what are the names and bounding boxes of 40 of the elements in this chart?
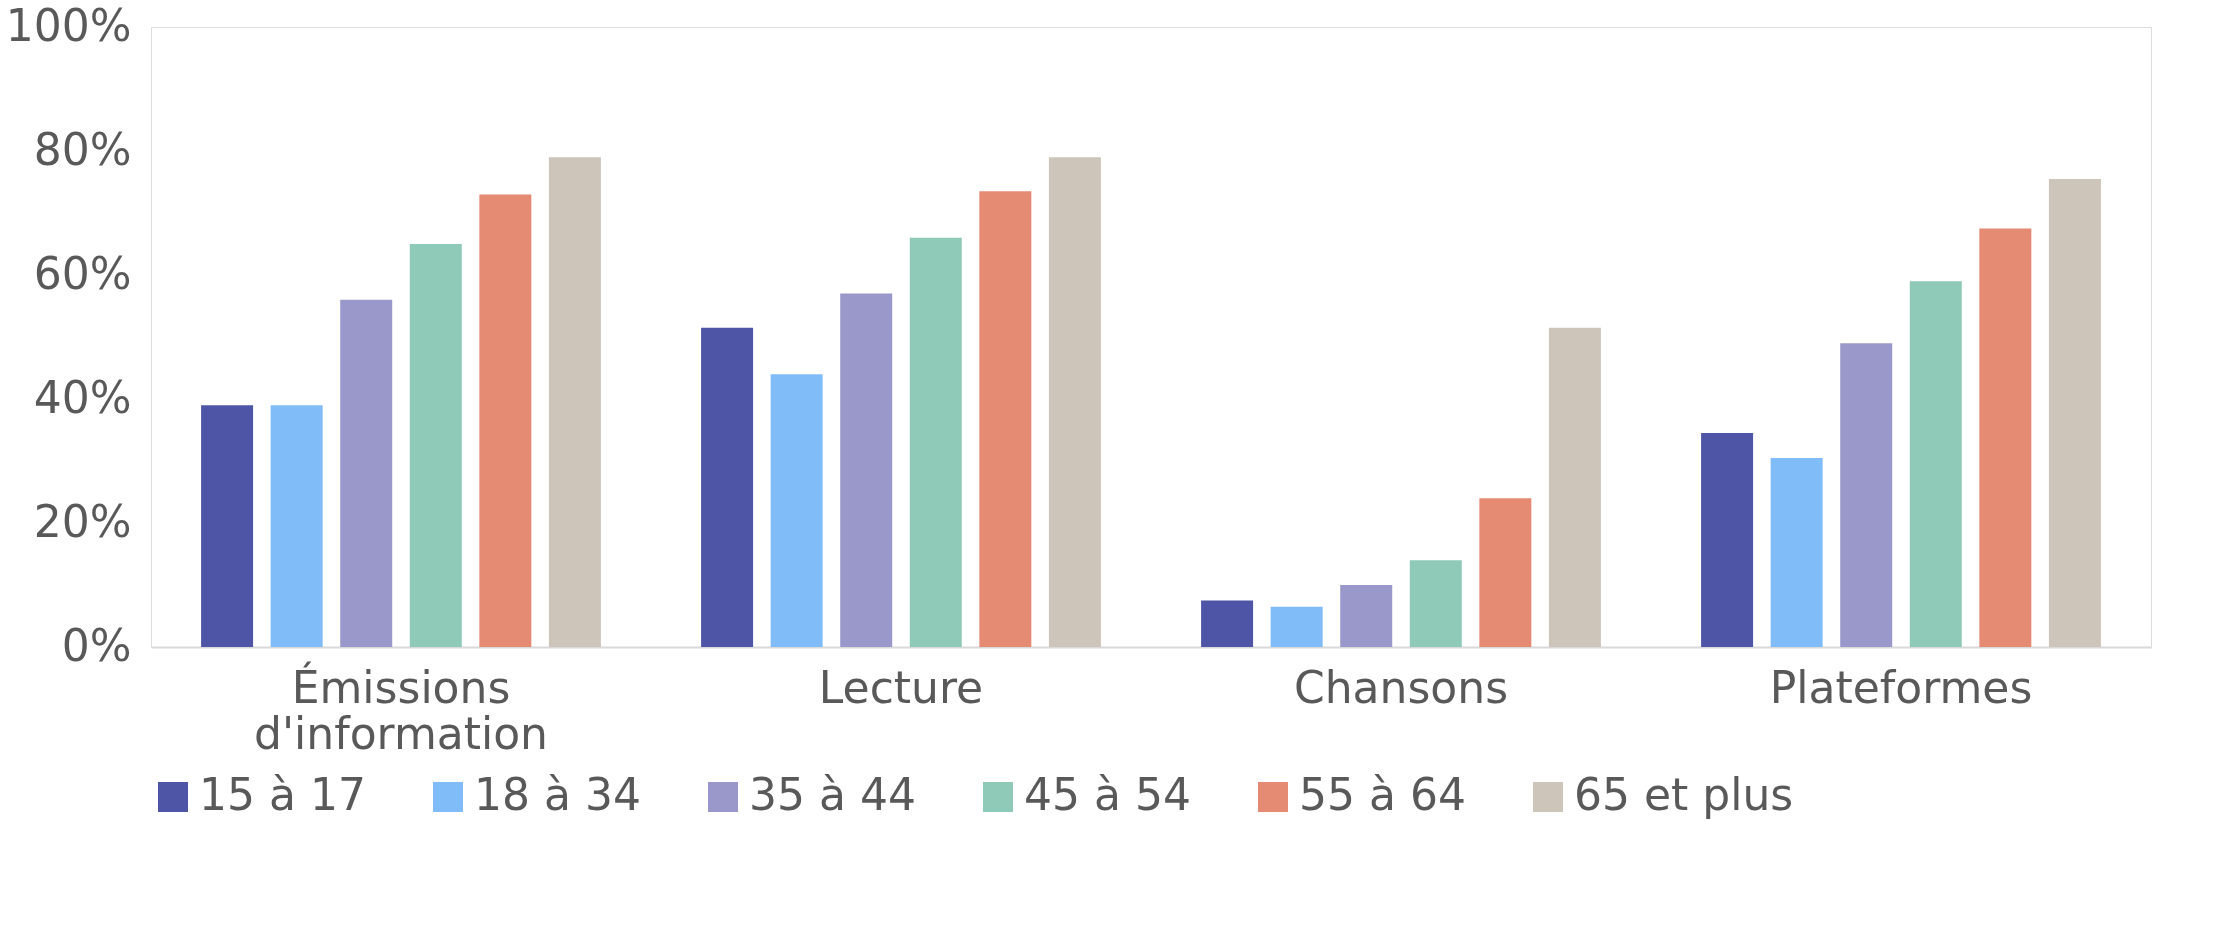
bar xyxy=(270,405,323,647)
bar xyxy=(1270,606,1323,647)
bar xyxy=(1409,560,1462,647)
bar xyxy=(1770,457,1823,647)
bar xyxy=(1909,281,1962,647)
bar xyxy=(1840,343,1893,647)
bar xyxy=(1479,498,1532,647)
bar xyxy=(548,157,601,647)
x-tick-label: Chansons xyxy=(1293,661,1509,713)
bar xyxy=(1548,327,1601,647)
x-tick-label: Lecture xyxy=(818,661,984,713)
bar xyxy=(1701,433,1754,647)
legend-label: 65 et plus xyxy=(1574,769,1794,820)
bar xyxy=(1340,585,1393,647)
legend-label: 55 à 64 xyxy=(1299,769,1466,820)
bar xyxy=(479,194,532,647)
bar xyxy=(1979,228,2032,647)
bar xyxy=(201,405,254,647)
x-tick-label: Plateformes xyxy=(1769,661,2033,713)
bar xyxy=(840,293,893,647)
y-tick-label: 20% xyxy=(33,495,132,547)
bar xyxy=(979,191,1032,647)
legend-label: 15 à 17 xyxy=(199,769,366,820)
bar xyxy=(701,327,754,647)
legend-label: 18 à 34 xyxy=(474,769,641,820)
legend-label: 35 à 44 xyxy=(749,769,916,820)
x-tick-label: Émissions d'information xyxy=(254,660,548,759)
y-tick-label: 0% xyxy=(61,619,132,671)
y-tick-label: 40% xyxy=(33,371,132,423)
y-tick-label: 60% xyxy=(33,247,132,299)
y-tick-label: 80% xyxy=(33,123,132,175)
bar xyxy=(409,244,462,647)
y-tick-label: 100% xyxy=(5,0,132,51)
bar xyxy=(2048,178,2101,647)
bar xyxy=(340,299,393,647)
bar xyxy=(1201,600,1254,647)
bar xyxy=(1048,157,1101,647)
bar xyxy=(909,237,962,647)
legend-label: 45 à 54 xyxy=(1024,769,1191,820)
bar xyxy=(770,374,823,647)
